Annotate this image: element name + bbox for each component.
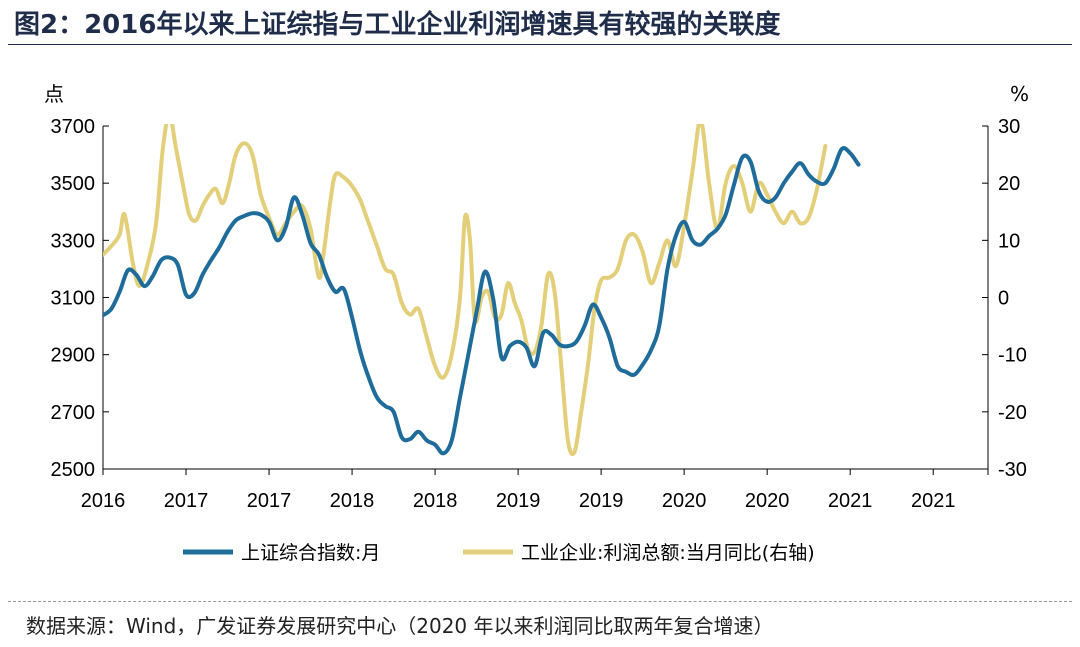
- right-tick-label: 10: [998, 230, 1020, 252]
- x-tick-label: 2019: [496, 490, 541, 512]
- chart-axes: 2500 2700 2900 3100 3300 3500 3700 -30 -20 -10 0 10…: [44, 82, 1029, 512]
- left-axis-unit: 点: [44, 82, 64, 106]
- x-tick-label: 2018: [330, 490, 375, 512]
- left-tick-label: 3100: [51, 288, 96, 310]
- x-tick-label: 2016: [81, 490, 126, 512]
- left-tick-label: 3300: [51, 230, 96, 252]
- series-line-profit: [103, 124, 828, 457]
- x-tick-label: 2020: [745, 490, 790, 512]
- x-tick-label: 2021: [911, 490, 956, 512]
- x-tick-label: 2017: [164, 490, 209, 512]
- left-tick-label: 2900: [51, 345, 96, 367]
- x-tick-label: 2019: [579, 490, 624, 512]
- title-divider: [8, 44, 1072, 45]
- right-tick-label: -30: [998, 459, 1027, 481]
- series-line-index: [103, 146, 861, 456]
- right-tick-label: 30: [998, 116, 1020, 138]
- x-tick-label: 2018: [413, 490, 458, 512]
- left-tick-label: 2700: [51, 402, 96, 424]
- left-tick-label: 3700: [51, 116, 96, 138]
- legend-label-profit: 工业企业:利润总额:当月同比(右轴): [521, 542, 815, 564]
- chart-legend: 上证综合指数:月 工业企业:利润总额:当月同比(右轴): [183, 542, 815, 564]
- line-chart: 2500 2700 2900 3100 3300 3500 3700 -30 -20 -10 0 10…: [44, 82, 1029, 564]
- x-tick-label: 2020: [662, 490, 707, 512]
- right-tick-label: -10: [998, 345, 1027, 367]
- source-note: 数据来源：Wind，广发证券发展研究中心（2020 年以来利润同比取两年复合增速…: [26, 614, 774, 638]
- right-tick-label: 0: [998, 288, 1009, 310]
- source-divider: [8, 601, 1072, 602]
- right-tick-label: 20: [998, 173, 1020, 195]
- right-tick-label: -20: [998, 402, 1027, 424]
- left-tick-label: 3500: [51, 173, 96, 195]
- legend-label-index: 上证综合指数:月: [241, 542, 380, 564]
- chart-series: [103, 124, 861, 457]
- left-tick-label: 2500: [51, 459, 96, 481]
- right-axis-unit: %: [1010, 82, 1029, 106]
- x-tick-label: 2021: [828, 490, 873, 512]
- x-tick-label: 2017: [247, 490, 292, 512]
- figure-title: 图2：2016年以来上证综指与工业企业利润增速具有较强的关联度: [14, 10, 781, 40]
